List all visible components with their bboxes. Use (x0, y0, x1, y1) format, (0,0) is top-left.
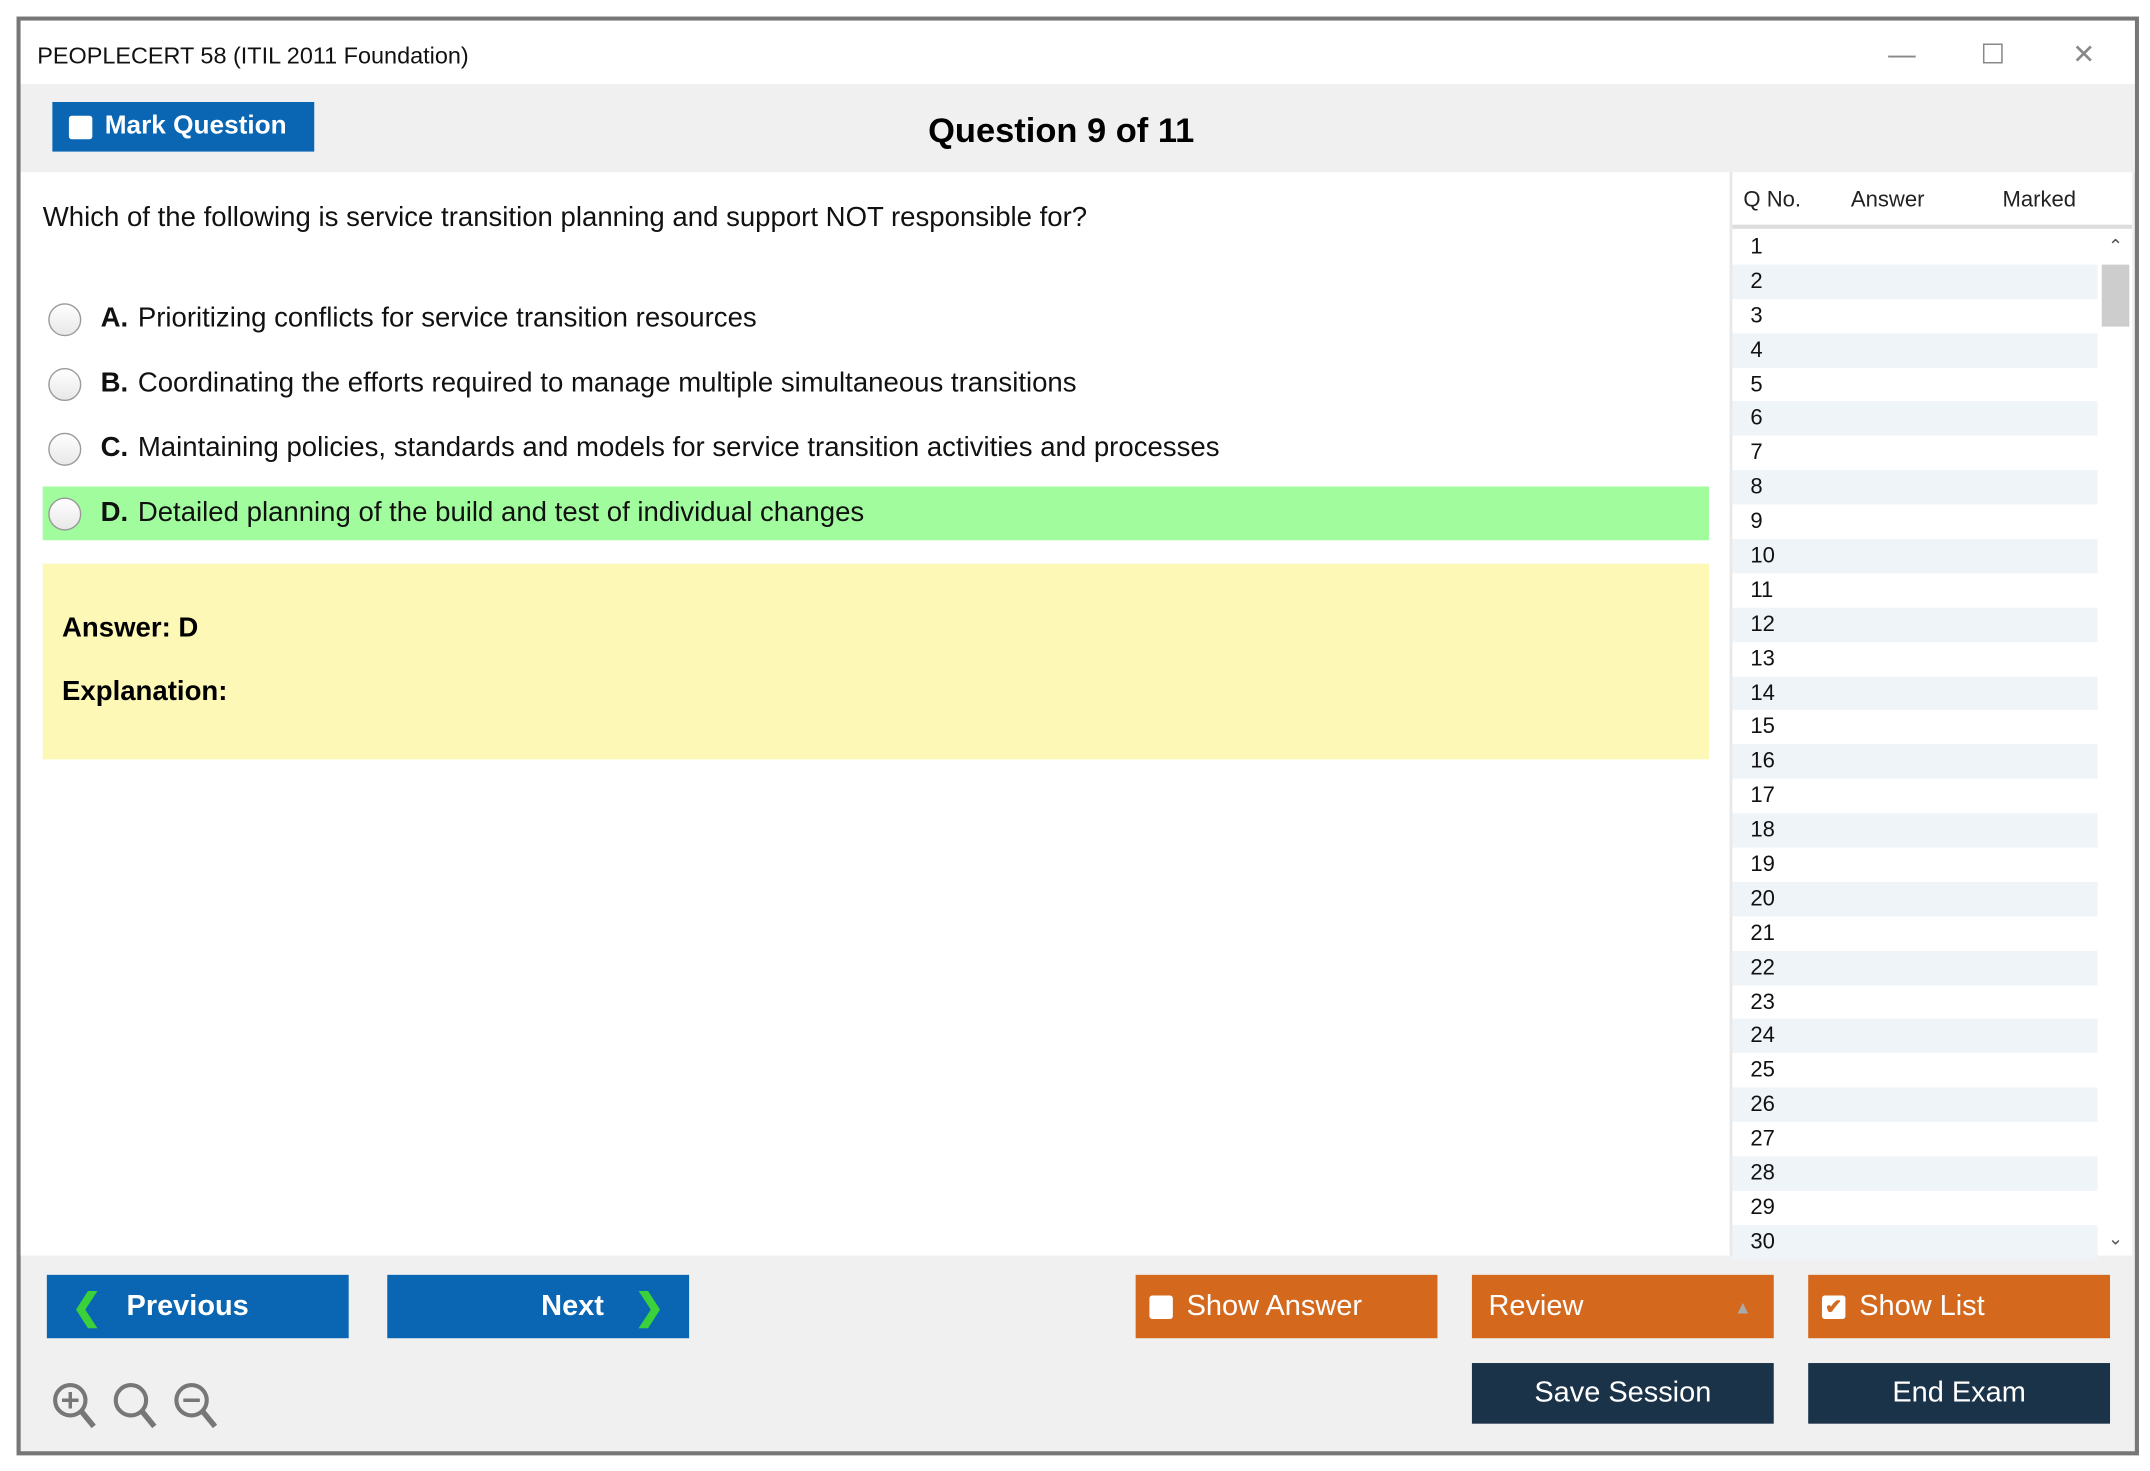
list-row[interactable]: 12 (1732, 607, 2098, 642)
explanation-label: Explanation: (62, 676, 228, 708)
option-letter: B. (100, 367, 129, 399)
option-text: Coordinating the efforts required to man… (137, 367, 1077, 399)
show-list-button[interactable]: ✔ Show List (1808, 1274, 2111, 1339)
list-row[interactable]: 22 (1732, 950, 2098, 985)
option-c[interactable]: C. Maintaining policies, standards and mo… (43, 422, 1709, 476)
option-d[interactable]: D. Detailed planning of the build and tes… (42, 486, 1709, 541)
scroll-up-icon[interactable]: ⌃ (2108, 235, 2124, 257)
list-row[interactable]: 8 (1732, 470, 2098, 505)
option-letter: D. (100, 497, 129, 528)
list-row[interactable]: 16 (1732, 744, 2098, 780)
scroll-thumb[interactable] (2101, 264, 2130, 327)
list-row[interactable]: 27 (1750, 1127, 1775, 1152)
list-row[interactable]: 7 (1750, 441, 1763, 465)
show-answer-label: Show Answer (1186, 1289, 1362, 1322)
chevron-left-icon: ❮ (71, 1285, 102, 1327)
list-row[interactable]: 2 (1732, 264, 2098, 299)
radio-button[interactable] (48, 367, 82, 401)
show-list-label: Show List (1859, 1289, 1985, 1322)
column-marked[interactable]: Marked (2002, 188, 2077, 213)
column-qno[interactable]: Q No. (1743, 188, 1802, 213)
list-row[interactable]: 3 (1750, 304, 1763, 328)
question-text: Which of the following is service transi… (42, 202, 1088, 233)
list-row[interactable]: 28 (1732, 1156, 2098, 1191)
list-row[interactable]: 30 (1732, 1224, 2098, 1260)
checkbox-checked-icon: ✔ (1821, 1294, 1846, 1319)
list-header: Q No. Answer Marked (1732, 172, 2133, 229)
radio-button[interactable] (48, 302, 82, 336)
mark-question-button[interactable]: Mark Question (52, 101, 315, 152)
list-row[interactable]: 14 (1732, 676, 2098, 711)
radio-button[interactable] (48, 496, 82, 530)
list-row[interactable]: 11 (1750, 578, 1774, 603)
checkbox-icon (68, 115, 93, 139)
list-row[interactable]: 24 (1732, 1019, 2098, 1054)
option-text: Detailed planning of the build and test … (137, 497, 865, 528)
review-label: Review (1488, 1289, 1584, 1322)
previous-label: Previous (126, 1289, 249, 1322)
window-title: PEOPLECERT 58 (ITIL 2011 Foundation) (37, 42, 469, 69)
next-button[interactable]: Next ❯ (387, 1274, 690, 1339)
caret-up-icon: ▲ (1733, 1296, 1752, 1317)
mark-question-label: Mark Question (104, 111, 287, 141)
question-title: Question 9 of 11 (928, 111, 1195, 151)
app-window: PEOPLECERT 58 (ITIL 2011 Foundation) — ☐… (16, 16, 2139, 1456)
list-row[interactable]: 5 (1750, 372, 1763, 397)
answer-box: Answer: D Explanation: (42, 563, 1709, 760)
list-row[interactable]: 17 (1750, 784, 1775, 808)
previous-button[interactable]: ❮ Previous (46, 1274, 349, 1339)
option-text: Maintaining policies, standards and mode… (137, 432, 1220, 464)
zoom-reset-icon[interactable] (112, 1381, 159, 1431)
list-row[interactable]: 19 (1750, 853, 1775, 877)
list-row[interactable]: 20 (1732, 881, 2098, 917)
question-list: Q No. Answer Marked 1 2 3 4 5 6 7 8 9 10 11 12 13 14 1… (1729, 172, 2133, 1260)
radio-button[interactable] (48, 432, 82, 466)
question-panel: Which of the following is service transi… (20, 172, 1730, 1256)
answer-text: Answer: D (62, 613, 199, 644)
option-letter: A. (100, 303, 129, 334)
list-row[interactable]: 9 (1750, 510, 1763, 534)
option-a[interactable]: A. Prioritizing conflicts for service tra… (43, 292, 1709, 346)
save-session-button[interactable]: Save Session (1471, 1363, 1774, 1424)
zoom-out-icon[interactable] (172, 1381, 219, 1431)
list-row[interactable]: 13 (1750, 647, 1775, 671)
list-row[interactable]: 26 (1732, 1087, 2098, 1123)
list-row[interactable]: 15 (1750, 715, 1775, 740)
list-row[interactable]: 25 (1750, 1058, 1775, 1083)
option-text: Prioritizing conflicts for service trans… (137, 303, 757, 334)
list-row[interactable]: 10 (1732, 538, 2098, 574)
zoom-in-icon[interactable] (51, 1381, 98, 1431)
list-row[interactable]: 4 (1732, 333, 2098, 368)
review-dropdown[interactable]: Review ▲ (1471, 1274, 1774, 1339)
scrollbar[interactable]: ⌃ ⌄ (2098, 230, 2133, 1256)
list-row[interactable]: 1 (1750, 235, 1763, 260)
column-answer[interactable]: Answer (1850, 188, 1925, 213)
chevron-right-icon: ❯ (634, 1285, 665, 1327)
option-letter: C. (100, 432, 129, 464)
minimize-icon[interactable]: — (1888, 39, 1916, 71)
show-answer-button[interactable]: Show Answer (1135, 1274, 1438, 1339)
close-icon[interactable]: ✕ (2072, 39, 2096, 71)
option-b[interactable]: B. Coordinating the efforts required to m… (43, 357, 1709, 411)
maximize-icon[interactable]: ☐ (1980, 39, 2006, 71)
scroll-down-icon[interactable]: ⌄ (2108, 1227, 2124, 1249)
title-bar: PEOPLECERT 58 (ITIL 2011 Foundation) — ☐… (20, 20, 2135, 85)
list-row[interactable]: 23 (1750, 990, 1775, 1014)
next-label: Next (541, 1289, 604, 1322)
list-row[interactable]: 29 (1750, 1196, 1775, 1220)
checkbox-icon (1149, 1294, 1173, 1319)
list-row[interactable]: 21 (1750, 921, 1775, 946)
list-row[interactable]: 6 (1732, 401, 2098, 436)
end-exam-button[interactable]: End Exam (1808, 1363, 2111, 1424)
list-row[interactable]: 18 (1732, 813, 2098, 848)
header: Mark Question Question 9 of 11 (20, 84, 2135, 173)
